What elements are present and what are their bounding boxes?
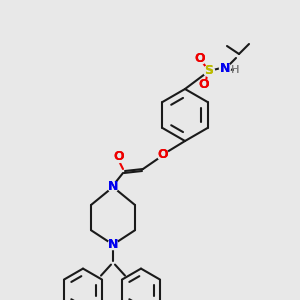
Text: O: O [199,79,209,92]
Text: O: O [114,151,124,164]
Circle shape [203,65,214,76]
Circle shape [158,149,169,161]
Text: H: H [231,65,239,75]
Text: S: S [205,64,214,77]
Text: O: O [199,79,209,92]
Text: H: H [231,65,239,75]
Circle shape [108,182,118,192]
Text: O: O [158,148,168,161]
Text: O: O [114,151,124,164]
Circle shape [194,53,206,64]
Circle shape [199,80,209,91]
Text: S: S [205,64,214,77]
Text: N: N [220,61,230,74]
Text: N: N [108,181,118,194]
Text: N: N [108,238,118,251]
Circle shape [113,152,124,163]
Text: N: N [220,61,230,74]
Circle shape [108,240,118,250]
Text: N: N [108,181,118,194]
Text: O: O [195,52,205,65]
Text: O: O [195,52,205,65]
Circle shape [220,62,230,74]
Text: N: N [108,238,118,251]
Text: O: O [158,148,168,161]
